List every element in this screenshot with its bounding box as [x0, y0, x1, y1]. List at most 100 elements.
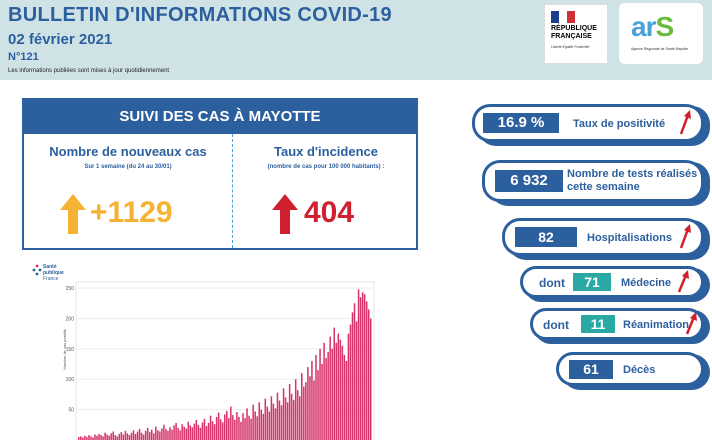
chart-bar	[199, 427, 202, 440]
suivi-cas-panel: SUIVI DES CAS À MAYOTTE Nombre de nouvea…	[22, 98, 418, 250]
chart-bar	[219, 419, 222, 440]
chart-bar	[205, 426, 208, 440]
chart-bar	[311, 361, 313, 440]
chart-bar	[118, 433, 121, 440]
chart-bar	[98, 433, 100, 440]
chart-bar	[197, 424, 200, 440]
chart-bar	[120, 432, 123, 440]
chart-bar	[294, 379, 297, 440]
chart-bar	[230, 406, 232, 440]
chart-bar	[207, 422, 210, 440]
chart-bar	[92, 437, 94, 440]
chart-bar	[122, 434, 125, 440]
nouveaux-cas-title: Nombre de nouveaux cas	[49, 144, 207, 159]
chart-bar	[313, 380, 315, 440]
suivi-title: SUIVI DES CAS À MAYOTTE	[24, 100, 416, 134]
chart-bar	[327, 351, 329, 440]
chart-bar	[359, 297, 362, 440]
chart-bar	[191, 427, 194, 440]
chart-bar	[209, 415, 212, 440]
chart-bar	[126, 433, 129, 440]
y-tick-label: 200	[66, 316, 75, 322]
chart-bar	[319, 348, 321, 440]
chart-bar	[248, 415, 250, 440]
spf-line2: publique	[43, 270, 64, 276]
republique-motto: Liberté Égalité Fraternité	[551, 45, 590, 49]
chart-bar	[86, 436, 88, 440]
bulletin-date: 02 février 2021	[8, 31, 113, 48]
chart-bar	[301, 373, 303, 440]
chart-bar	[88, 435, 90, 440]
chart-bar	[321, 364, 323, 440]
chart-bar	[323, 342, 325, 440]
chart-bar	[305, 382, 307, 440]
chart-bar	[163, 424, 165, 440]
chart-bar	[226, 410, 228, 440]
chart-bar	[309, 376, 311, 440]
chart-bar	[361, 292, 364, 440]
chart-bar	[108, 435, 110, 440]
chart-bar	[303, 386, 305, 440]
chart-bar	[161, 428, 163, 440]
chart-bar	[234, 419, 236, 440]
reanimation-label: Réanimation	[623, 319, 690, 331]
spf-line3: France	[43, 276, 59, 282]
chart-bar	[181, 424, 183, 440]
chart-bar	[223, 414, 226, 440]
chart-bar	[217, 412, 220, 440]
chart-bar	[299, 396, 301, 440]
republique-line2: FRANÇAISE	[551, 33, 592, 40]
chart-bar	[286, 402, 289, 440]
chart-bar	[367, 309, 370, 440]
chart-bar	[136, 431, 139, 440]
chart-bar	[132, 430, 135, 440]
hospitalisations-pill: 82 Hospitalisations	[502, 218, 704, 256]
chart-bar	[284, 397, 287, 440]
chart-bar	[236, 412, 238, 440]
chart-bar	[363, 294, 366, 440]
red-trend-arrow-icon	[679, 110, 691, 135]
chart-bar	[256, 416, 258, 440]
chart-bar	[351, 312, 354, 440]
chart-bar	[130, 432, 133, 440]
chart-bar	[325, 357, 327, 440]
chart-bar	[94, 434, 96, 440]
chart-bar	[211, 421, 214, 440]
chart-bar	[142, 434, 145, 440]
chart-bar	[315, 354, 317, 440]
chart-bar	[80, 436, 82, 440]
chart-bar	[185, 428, 187, 440]
sante-publique-france-text: Santé publique France	[43, 264, 64, 282]
chart-bar	[317, 370, 319, 440]
chart-bar	[242, 413, 244, 440]
chart-bar	[331, 348, 333, 440]
chart-bar	[341, 345, 344, 440]
republique-francaise-logo: RÉPUBLIQUE FRANÇAISE Liberté Égalité Fra…	[544, 4, 608, 64]
chart-bar	[150, 429, 153, 440]
chart-bar	[175, 422, 177, 440]
chart-bar	[264, 398, 267, 440]
chart-bar	[189, 425, 192, 440]
chart-bar	[110, 433, 112, 440]
chart-bar	[116, 436, 119, 440]
chart-bar	[195, 419, 198, 440]
chart-bar	[353, 303, 356, 440]
chart-bar	[365, 301, 368, 440]
chart-bar	[114, 435, 117, 440]
chart-bar	[84, 435, 86, 440]
reanimation-dont: dont	[543, 318, 569, 332]
deces-label: Décès	[623, 364, 656, 376]
ars-logo: arS Agence Régionale de Santé Mayotte	[619, 3, 703, 64]
chart-bar	[290, 393, 293, 440]
chart-bar	[333, 327, 335, 440]
chart-bar	[134, 433, 137, 440]
chart-bar	[254, 411, 256, 440]
chart-bar	[193, 423, 196, 440]
chart-bar	[102, 436, 104, 440]
chart-bar	[155, 426, 157, 440]
hospitalisations-value: 82	[515, 227, 577, 247]
chart-bar	[213, 424, 216, 440]
chart-bar	[307, 367, 309, 440]
chart-bar	[96, 435, 98, 440]
header-banner: BULLETIN D'INFORMATIONS COVID-19 02 févr…	[0, 0, 712, 80]
